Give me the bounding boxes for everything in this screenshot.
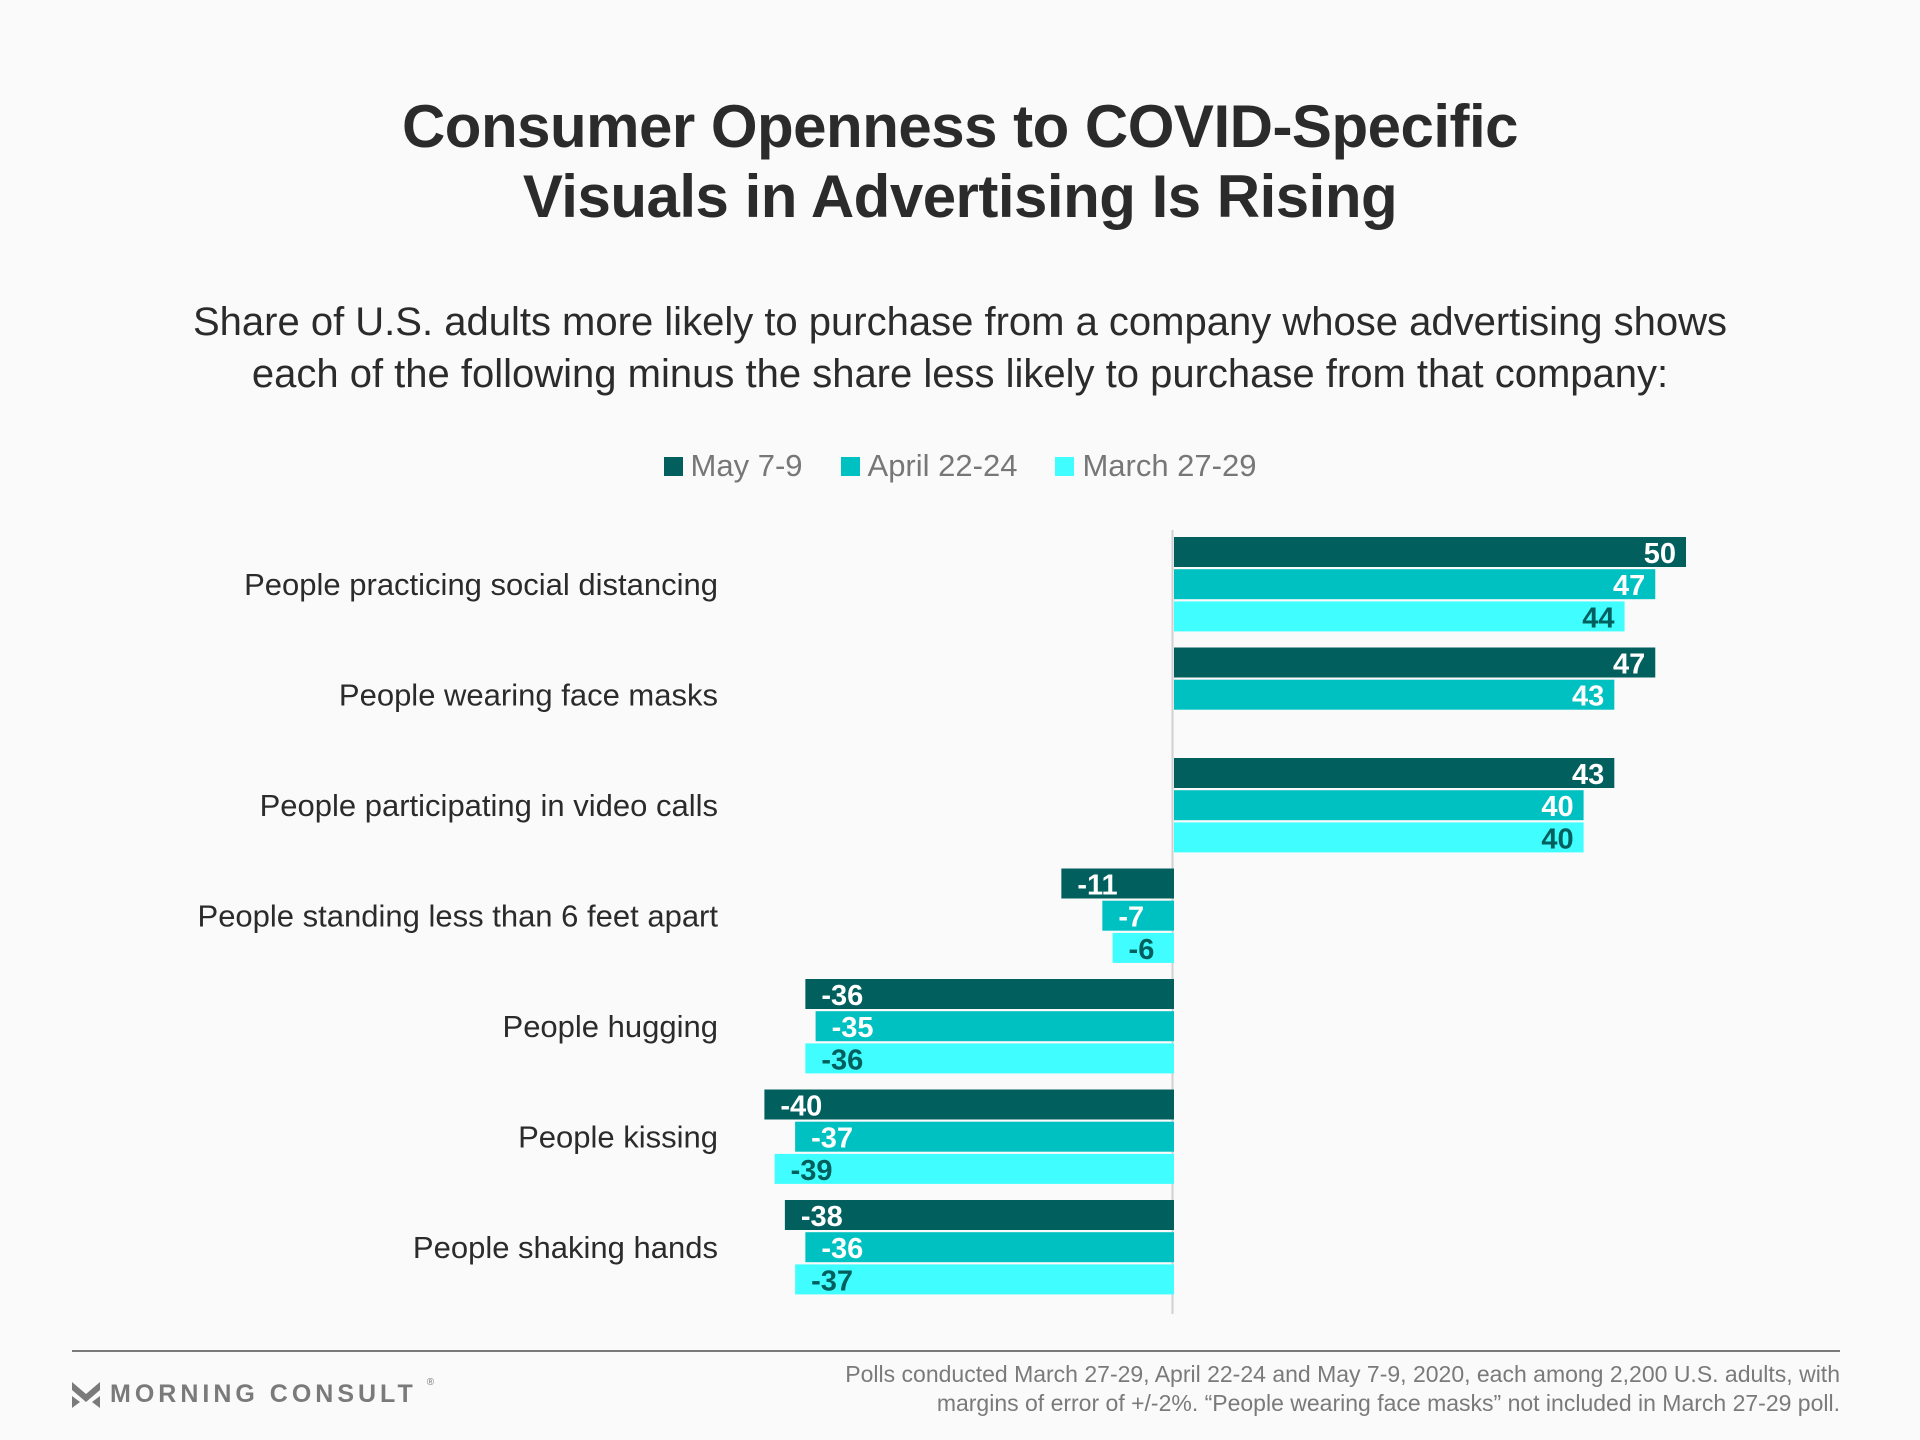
chart-title: Consumer Openness to COVID-Specific Visu… xyxy=(0,92,1920,232)
legend-label-april: April 22-24 xyxy=(867,448,1018,483)
data-label: 40 xyxy=(1541,791,1573,823)
bar-may-7-9 xyxy=(805,979,1174,1009)
data-label: -6 xyxy=(1129,934,1155,966)
data-label: -39 xyxy=(791,1155,833,1187)
bar-may-7-9 xyxy=(1174,647,1656,678)
legend-item-march: March 27-29 xyxy=(1055,446,1256,486)
legend-swatch-april xyxy=(840,456,860,476)
bar-april-22-24 xyxy=(1174,790,1584,821)
data-label: -36 xyxy=(821,1233,863,1265)
source-note: Polls conducted March 27-29, April 22-24… xyxy=(845,1360,1840,1418)
data-label: -37 xyxy=(811,1265,853,1297)
data-label: -36 xyxy=(821,1044,863,1076)
bar-april-22-24 xyxy=(805,1232,1174,1263)
data-label: 47 xyxy=(1613,570,1645,602)
bar-may-7-9 xyxy=(784,1200,1174,1230)
bar-may-7-9 xyxy=(1174,537,1686,567)
data-label: -35 xyxy=(832,1012,874,1044)
legend-swatch-may xyxy=(663,456,683,476)
category-label: People wearing face masks xyxy=(339,678,718,713)
bar-march-27-29 xyxy=(795,1264,1174,1295)
legend-label-may: May 7-9 xyxy=(690,448,803,483)
bar-march-27-29 xyxy=(1174,822,1584,853)
data-label: 43 xyxy=(1572,759,1604,791)
bar-march-27-29 xyxy=(774,1153,1174,1184)
bar-april-22-24 xyxy=(815,1011,1174,1042)
legend: May 7-9 April 22-24 March 27-29 xyxy=(0,446,1920,486)
morning-consult-logo: MORNING CONSULT ® xyxy=(72,1377,435,1409)
bar-april-22-24 xyxy=(1174,569,1656,600)
bar-may-7-9 xyxy=(1061,868,1174,899)
legend-swatch-march xyxy=(1055,456,1075,476)
data-label: -40 xyxy=(780,1091,822,1123)
category-label: People practicing social distancing xyxy=(244,567,718,602)
category-label: People standing less than 6 feet apart xyxy=(198,899,719,934)
data-label: -37 xyxy=(811,1123,853,1155)
category-label: People hugging xyxy=(503,1009,718,1044)
chart-title-line-2: Visuals in Advertising Is Rising xyxy=(522,163,1398,230)
legend-item-april: April 22-24 xyxy=(840,446,1018,486)
chart-subtitle-line-2: each of the following minus the share le… xyxy=(251,352,1669,396)
bar-april-22-24 xyxy=(795,1121,1174,1152)
legend-label-march: March 27-29 xyxy=(1082,448,1257,483)
footer-divider xyxy=(72,1350,1840,1352)
logo-text: MORNING CONSULT xyxy=(110,1380,417,1408)
data-label: 50 xyxy=(1644,538,1676,570)
data-label: 44 xyxy=(1582,602,1614,634)
data-label: -36 xyxy=(821,980,863,1012)
chart-subtitle-line-1: Share of U.S. adults more likely to purc… xyxy=(192,300,1728,344)
data-label: -11 xyxy=(1077,870,1117,902)
category-label: People participating in video calls xyxy=(260,788,718,823)
bar-april-22-24 xyxy=(1174,679,1615,710)
data-label: 47 xyxy=(1613,649,1645,681)
bar-may-7-9 xyxy=(764,1089,1174,1120)
bar-march-27-29 xyxy=(1112,932,1174,963)
bar-may-7-9 xyxy=(1174,758,1615,788)
morning-consult-logo-icon xyxy=(72,1381,100,1408)
data-label: -7 xyxy=(1118,902,1144,934)
source-note-line-1: Polls conducted March 27-29, April 22-24… xyxy=(845,1361,1840,1387)
chart-title-line-1: Consumer Openness to COVID-Specific xyxy=(401,93,1519,160)
legend-item-may: May 7-9 xyxy=(663,446,803,486)
category-label: People shaking hands xyxy=(413,1230,718,1265)
data-label: 40 xyxy=(1541,823,1573,855)
bar-march-27-29 xyxy=(1174,601,1625,632)
category-label: People kissing xyxy=(518,1120,718,1155)
bar-march-27-29 xyxy=(805,1043,1174,1074)
source-note-line-2: margins of error of +/-2%. “People weari… xyxy=(936,1390,1840,1416)
chart-subtitle: Share of U.S. adults more likely to purc… xyxy=(0,296,1920,400)
registered-mark: ® xyxy=(426,1377,435,1388)
data-label: 43 xyxy=(1572,681,1604,713)
bar-april-22-24 xyxy=(1102,900,1174,931)
data-label: -38 xyxy=(801,1201,843,1233)
